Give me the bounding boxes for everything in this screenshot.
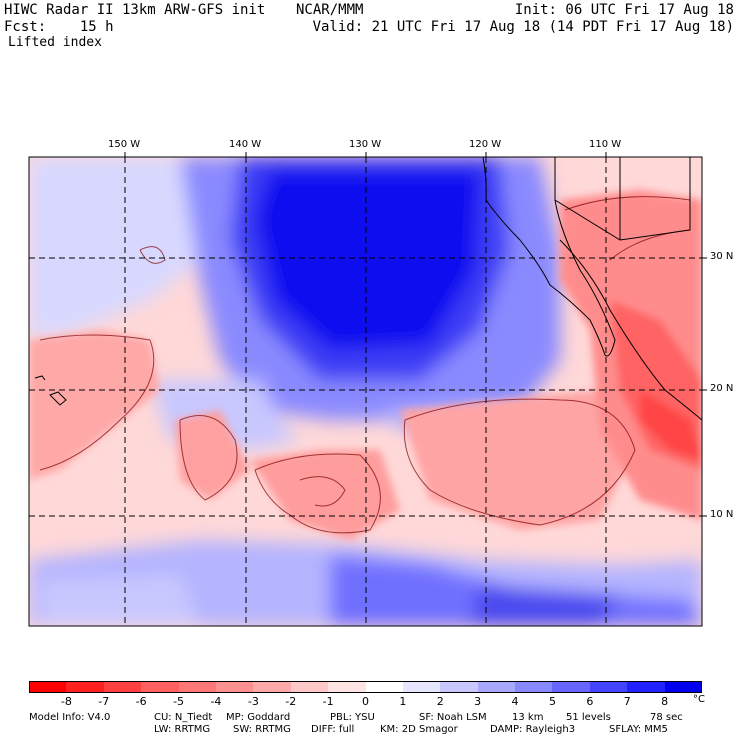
colorbar-tick-label: -7 (98, 695, 110, 708)
footer-timestep: 78 sec (650, 712, 683, 723)
footer-levels: 51 levels (566, 712, 611, 723)
colorbar-tick-label: 7 (623, 695, 631, 708)
colorbar-tick-label: -8 (60, 695, 72, 708)
footer-sflay: SFLAY: MM5 (609, 724, 668, 735)
lon-label-150w: 150 W (108, 139, 141, 150)
colorbar-frame (29, 681, 702, 693)
model-title: HIWC Radar II 13km ARW-GFS init (4, 2, 266, 18)
colorbar-tick-label: 3 (474, 695, 482, 708)
colorbar-tick-label: 6 (586, 695, 594, 708)
colorbar-tick-label: -2 (285, 695, 297, 708)
graticule (29, 157, 702, 626)
footer-sw: SW: RRTMG (233, 724, 291, 735)
colorbar-tick-label: -3 (247, 695, 259, 708)
lon-label-120w: 120 W (469, 139, 502, 150)
colorbar-tick-label: 2 (436, 695, 444, 708)
footer-sf: SF: Noah LSM (419, 712, 487, 723)
lon-label-140w: 140 W (229, 139, 262, 150)
lat-label-10n: 10 N (710, 509, 734, 520)
colorbar-tick-label: 0 (362, 695, 369, 708)
lon-label-130w: 130 W (349, 139, 382, 150)
colorbar-tick-label: -5 (173, 695, 185, 708)
footer-model-info: Model Info: V4.0 (29, 712, 111, 723)
footer-diff: DIFF: full (311, 724, 355, 735)
org-label: NCAR/MMM (296, 2, 364, 18)
footer-km: KM: 2D Smagor (380, 724, 458, 735)
footer-resolution: 13 km (512, 712, 544, 723)
init-time: Init: 06 UTC Fri 17 Aug 18 (514, 2, 734, 18)
footer-lw: LW: RRTMG (154, 724, 211, 735)
colorbar-tick-label: -1 (322, 695, 334, 708)
colorbar-tick-label: -6 (135, 695, 147, 708)
lat-label-20n: 20 N (710, 383, 734, 394)
colorbar-tick-label: -4 (210, 695, 222, 708)
footer-cu: CU: N_Tiedt (154, 712, 213, 723)
forecast-hour: Fcst: 15 h (4, 19, 114, 35)
footer-pbl: PBL: YSU (330, 712, 375, 723)
colorbar-tick-label: 8 (661, 695, 669, 708)
colorbar-tick-label: 4 (511, 695, 519, 708)
footer-damp: DAMP: Rayleigh3 (490, 724, 576, 735)
colorbar-unit: °C (693, 694, 705, 705)
colorbar-tick-label: 1 (399, 695, 407, 708)
field-name: Lifted index (8, 35, 102, 50)
colorbar-tick-label: 5 (548, 695, 556, 708)
valid-time: Valid: 21 UTC Fri 17 Aug 18 (14 PDT Fri … (312, 19, 734, 35)
footer-mp: MP: Goddard (226, 712, 291, 723)
lon-label-110w: 110 W (589, 139, 622, 150)
lat-label-30n: 30 N (710, 251, 734, 262)
